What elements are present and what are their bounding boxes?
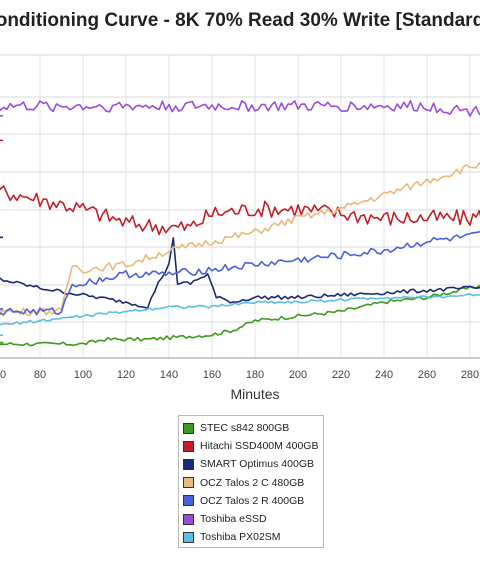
legend-swatch (183, 440, 194, 452)
legend-label: Hitachi SSD400M 400GB (200, 440, 319, 453)
series-line-7 (0, 293, 480, 336)
x-tick-label: 160 (203, 369, 221, 381)
legend-label: SMART Optimus 400GB (200, 458, 314, 471)
legend-item: SMART Optimus 400GB (183, 455, 323, 473)
x-tick-label: 100 (74, 369, 92, 381)
legend: STEC s842 800GB Hitachi SSD400M 400GB SMAR… (178, 415, 324, 548)
legend-item: STEC s842 800GB (183, 419, 323, 437)
legend-swatch (183, 513, 194, 525)
legend-item: Hitachi SSD400M 400GB (183, 437, 323, 455)
legend-item: OCZ Talos 2 C 480GB (183, 474, 323, 492)
x-tick-label: 240 (375, 369, 393, 381)
x-tick-label: 220 (332, 369, 350, 381)
series-line-3 (0, 236, 480, 310)
legend-item: OCZ Talos 2 R 400GB (183, 492, 323, 510)
legend-swatch (183, 531, 194, 543)
legend-label: Toshiba PX02SM (200, 531, 281, 544)
series-line-1 (0, 284, 480, 347)
legend-label: Toshiba eSSD (200, 513, 267, 526)
legend-label: OCZ Talos 2 C 480GB (200, 476, 305, 489)
legend-swatch (183, 458, 194, 470)
legend-swatch (183, 422, 194, 434)
x-tick-label: 280 (461, 369, 479, 381)
x-tick-label: 200 (289, 369, 307, 381)
series-line-5 (0, 230, 480, 316)
legend-swatch (183, 477, 194, 489)
series-line-4 (0, 162, 480, 316)
x-tick-label: 180 (246, 369, 264, 381)
legend-label: STEC s842 800GB (200, 422, 290, 435)
legend-label: OCZ Talos 2 R 400GB (200, 494, 305, 507)
legend-swatch (183, 495, 194, 507)
line-chart: 0 80 100 120 140 160 180 200 220 240 260 280 (0, 54, 480, 381)
x-tick-label: 140 (160, 369, 178, 381)
x-tick-label: 260 (418, 369, 436, 381)
chart-title-text: Conditioning Curve - 8K 70% Read 30% Wri… (0, 10, 480, 31)
x-tick-label: 120 (117, 369, 135, 381)
plot-area (0, 55, 480, 358)
chart-title: Conditioning Curve - 8K 70% Read 30% Wri… (0, 10, 480, 40)
x-tick-label: 0 (0, 369, 6, 381)
series-line-6 (0, 100, 480, 117)
x-tick-label: 80 (34, 369, 46, 381)
legend-item: Toshiba eSSD (183, 510, 323, 528)
series-line-2 (0, 139, 480, 236)
legend-item: Toshiba PX02SM (183, 528, 323, 546)
x-axis-label: Minutes (230, 386, 280, 402)
